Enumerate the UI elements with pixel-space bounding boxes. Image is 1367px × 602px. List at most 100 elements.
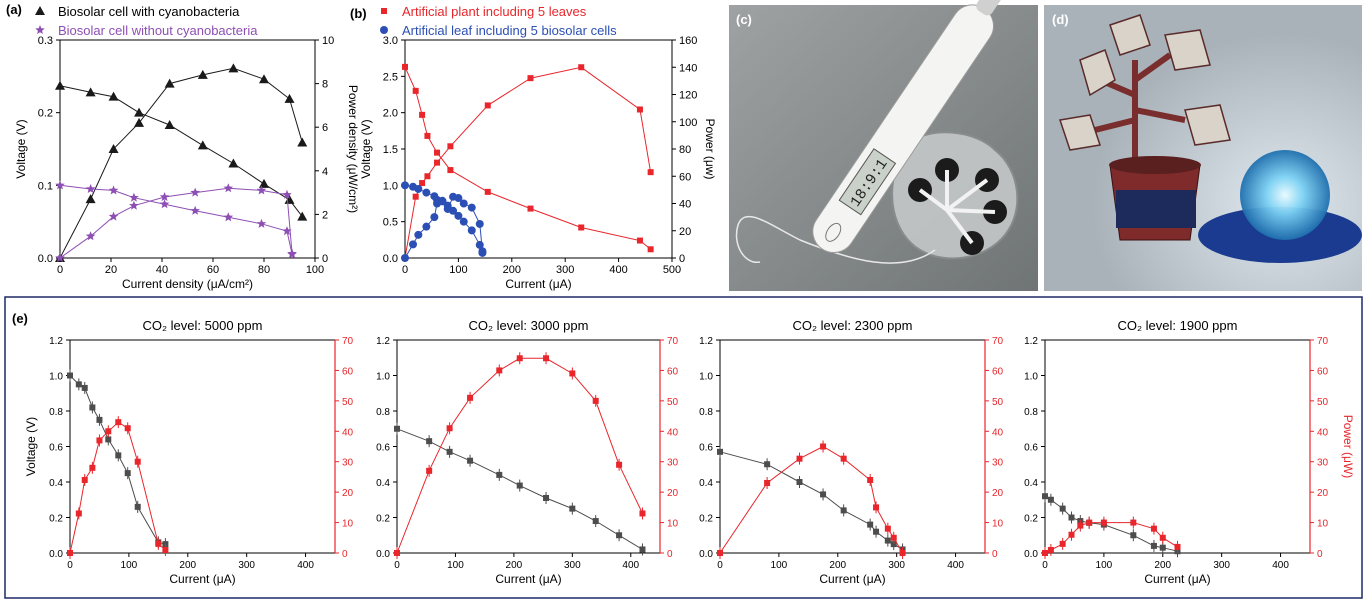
data-point xyxy=(422,222,431,231)
y-right-tick-label: 10 xyxy=(322,35,334,47)
y-left-tick-label: 1.0 xyxy=(49,372,63,383)
data-point xyxy=(592,518,599,525)
y-left-tick-label: 0.4 xyxy=(376,478,390,489)
data-point xyxy=(85,231,96,241)
data-point xyxy=(129,200,139,210)
data-point xyxy=(412,87,419,94)
data-point xyxy=(1100,519,1107,526)
data-point xyxy=(81,476,88,483)
x-axis-label: Current (μA) xyxy=(1144,572,1210,586)
data-point xyxy=(424,173,431,180)
data-point xyxy=(873,504,880,511)
y-left-tick-label: 3.0 xyxy=(383,35,398,47)
data-point xyxy=(256,218,267,228)
data-point xyxy=(616,532,623,539)
y-right-tick-label: 20 xyxy=(1317,488,1329,499)
plot-frame xyxy=(59,39,316,259)
photo-d: (d) xyxy=(1044,5,1362,291)
data-point xyxy=(162,546,169,553)
data-point xyxy=(1130,519,1137,526)
data-point xyxy=(426,438,433,445)
data-point xyxy=(764,461,771,468)
data-point xyxy=(475,219,484,228)
y-left-tick-label: 2.5 xyxy=(383,71,398,83)
data-point xyxy=(155,540,162,547)
plot-frame xyxy=(396,339,661,554)
x-tick-label: 200 xyxy=(179,560,196,571)
y-left-tick-label: 0.2 xyxy=(376,514,390,525)
data-point xyxy=(134,503,141,510)
chart-title: CO₂ level: 3000 ppm xyxy=(469,318,589,333)
data-point xyxy=(467,203,476,212)
data-point xyxy=(639,510,646,517)
data-point xyxy=(67,372,73,379)
y-right-tick-label: 140 xyxy=(679,62,697,74)
data-point xyxy=(899,550,906,556)
y-right-tick-label: 0 xyxy=(667,549,673,560)
data-point xyxy=(105,436,112,443)
data-point xyxy=(256,185,267,195)
y-right-tick-label: 50 xyxy=(342,397,354,408)
data-point xyxy=(569,370,576,377)
data-point xyxy=(55,253,65,262)
x-tick-label: 200 xyxy=(829,560,846,571)
data-point xyxy=(764,480,771,487)
y-right-tick-label: 10 xyxy=(667,519,679,530)
y-left-tick-label: 0.6 xyxy=(1024,443,1038,454)
x-tick-label: 100 xyxy=(447,560,464,571)
series-line xyxy=(69,421,166,554)
y-right-tick-label: 30 xyxy=(342,458,354,469)
y-right-tick-label: 160 xyxy=(679,35,697,47)
legend-marker xyxy=(380,26,388,34)
x-tick-label: 300 xyxy=(564,560,581,571)
x-tick-label: 300 xyxy=(888,560,905,571)
x-tick-label: 0 xyxy=(67,560,73,571)
y-left-axis-label: Voltage (V) xyxy=(24,417,38,476)
data-point xyxy=(55,180,65,190)
y-left-tick-label: 1.5 xyxy=(383,144,398,156)
legend-marker xyxy=(381,8,387,14)
data-point xyxy=(424,132,431,139)
y-right-tick-label: 60 xyxy=(992,366,1004,377)
chart-e4: 0 100 200 300 400 0.0 0.2 0.4 0.6 0.8 1.0 1.2 0 10 20 3… xyxy=(1024,318,1355,586)
data-point xyxy=(85,87,96,97)
y-left-tick-label: 1.0 xyxy=(383,180,398,192)
x-tick-label: 100 xyxy=(121,560,138,571)
y-right-tick-label: 40 xyxy=(342,427,354,438)
data-point xyxy=(840,507,847,514)
data-point xyxy=(282,189,292,199)
y-left-tick-label: 1.2 xyxy=(376,336,390,347)
data-point xyxy=(1059,505,1066,512)
data-point xyxy=(796,455,803,462)
data-point xyxy=(89,464,96,471)
chart-b: 0 100 200 300 400 500 0.0 0.5 1.0 1.5 2.0 2.5 3.0 0 20… xyxy=(359,4,717,291)
series-line xyxy=(719,451,903,550)
y-right-tick-label: 60 xyxy=(679,171,691,183)
legend-label: Biosolar cell with cyanobacteria xyxy=(58,4,240,19)
x-tick-label: 200 xyxy=(503,264,521,276)
data-point xyxy=(1130,532,1137,539)
chart-e3: 0 100 200 300 400 0.0 0.2 0.4 0.6 0.8 1.0 1.2 0 10 20 3… xyxy=(699,318,1003,586)
x-tick-label: 100 xyxy=(1096,560,1113,571)
data-point xyxy=(96,437,103,444)
data-point xyxy=(516,482,523,489)
x-axis-label: Current (μA) xyxy=(505,277,571,291)
y-left-axis-label: Voltage (V) xyxy=(14,119,28,178)
x-tick-label: 100 xyxy=(449,264,467,276)
data-point xyxy=(223,212,234,222)
data-point xyxy=(259,74,269,84)
data-point xyxy=(527,205,534,212)
data-point xyxy=(414,230,423,239)
data-point xyxy=(478,247,487,256)
y-right-tick-label: 50 xyxy=(1317,397,1329,408)
data-point xyxy=(223,183,234,193)
y-left-tick-label: 0.6 xyxy=(376,443,390,454)
data-point xyxy=(1068,514,1075,521)
y-left-tick-label: 0.8 xyxy=(49,407,63,418)
data-point xyxy=(447,143,454,150)
y-right-tick-label: 30 xyxy=(667,458,679,469)
data-point xyxy=(124,470,131,477)
y-right-tick-label: 2 xyxy=(322,209,328,221)
legend-marker xyxy=(35,6,45,15)
y-right-tick-label: 40 xyxy=(1317,427,1329,438)
